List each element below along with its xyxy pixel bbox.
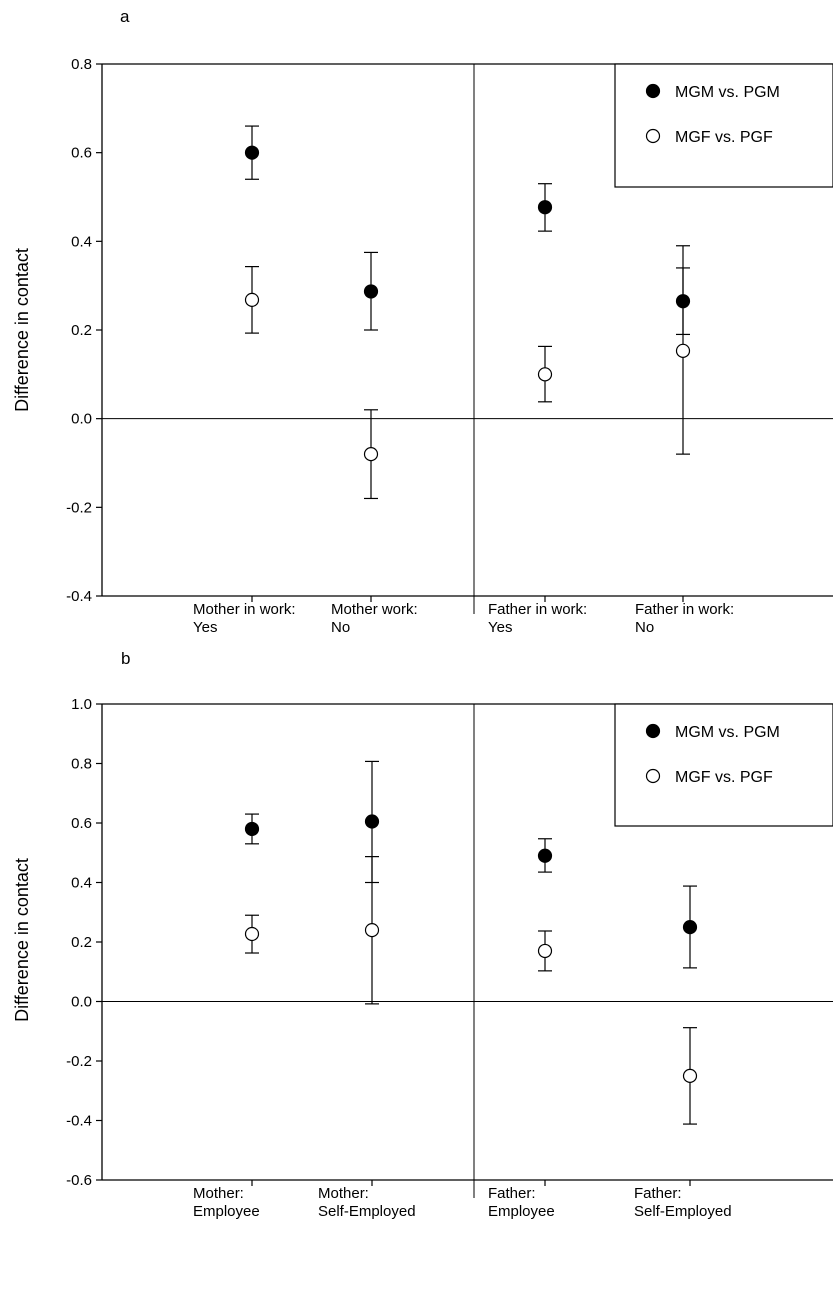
legend-marker (645, 128, 661, 144)
y-tick-label: 0.4 (71, 875, 92, 892)
x-category-label: Mother work: (331, 601, 418, 618)
legend-label: MGM vs. PGM (675, 84, 780, 101)
x-category-label: Mother: (193, 1185, 244, 1202)
y-tick-label: 0.2 (71, 934, 92, 951)
panel-label: b (121, 649, 130, 668)
y-tick-label: -0.4 (66, 1113, 92, 1130)
y-tick-label: 1.0 (71, 696, 92, 713)
legend-label: MGF vs. PGF (675, 129, 773, 146)
legend-marker (645, 83, 661, 99)
legend-marker (645, 768, 661, 784)
y-tick-label: 0.4 (71, 233, 92, 250)
y-tick-label: -0.2 (66, 499, 92, 516)
data-point-mgf-pgf (537, 367, 553, 382)
x-category-label: Yes (193, 619, 217, 636)
data-point-mgm-pgm (364, 814, 380, 829)
data-point-mgf-pgf (363, 447, 379, 462)
x-category-label: Employee (193, 1203, 260, 1220)
y-tick-label: 0.6 (71, 145, 92, 162)
data-point-mgm-pgm (244, 821, 260, 837)
data-point-mgf-pgf (244, 926, 260, 942)
panel-b: b Difference in contact -0.6 -0.4 -0.2 0.0 0.2… (12, 649, 833, 1220)
y-tick-label: 0.6 (71, 815, 92, 832)
data-point-mgm-pgm (363, 284, 379, 299)
x-category-label: Mother in work: (193, 601, 296, 618)
y-tick-label: 0.0 (71, 411, 92, 428)
legend-box (614, 63, 833, 188)
y-tick-label: -0.2 (66, 1053, 92, 1070)
x-category-label: Father in work: (635, 601, 734, 618)
legend-label: MGF vs. PGF (675, 769, 773, 786)
y-axis-label: Difference in contact (12, 248, 32, 412)
data-point-mgm-pgm (682, 920, 698, 935)
x-category-label: Father: (634, 1185, 682, 1202)
panel-a: a Difference in contact -0.4 -0.2 0.0 0.2 0.4 0… (12, 7, 833, 636)
x-category-label: Mother: (318, 1185, 369, 1202)
y-tick-label: -0.4 (66, 588, 92, 605)
legend-label: MGM vs. PGM (675, 724, 780, 741)
data-point-mgf-pgf (682, 1068, 698, 1083)
y-tick-label: 0.0 (71, 994, 92, 1011)
x-category-label: Employee (488, 1203, 555, 1220)
y-axis-label: Difference in contact (12, 858, 32, 1022)
y-tick-label: -0.6 (66, 1172, 92, 1189)
x-category-label: No (331, 619, 350, 636)
x-category-label: Father: (488, 1185, 536, 1202)
y-tick-label: 0.2 (71, 322, 92, 339)
legend-box (614, 703, 833, 827)
x-category-label: Self-Employed (318, 1203, 416, 1220)
x-category-label: Yes (488, 619, 512, 636)
legend-marker (645, 723, 661, 739)
data-point-mgm-pgm (537, 848, 553, 863)
x-category-label: No (635, 619, 654, 636)
data-point-mgm-pgm (244, 145, 260, 160)
panel-label: a (120, 7, 130, 26)
x-category-label: Self-Employed (634, 1203, 732, 1220)
y-tick-label: 0.8 (71, 56, 92, 73)
x-category-label: Father in work: (488, 601, 587, 618)
data-point-mgf-pgf (364, 922, 380, 938)
data-point-mgf-pgf (675, 343, 691, 358)
data-point-mgf-pgf (244, 292, 260, 307)
data-point-mgm-pgm (537, 200, 553, 215)
data-point-mgf-pgf (537, 943, 553, 959)
y-tick-label: 0.8 (71, 756, 92, 773)
